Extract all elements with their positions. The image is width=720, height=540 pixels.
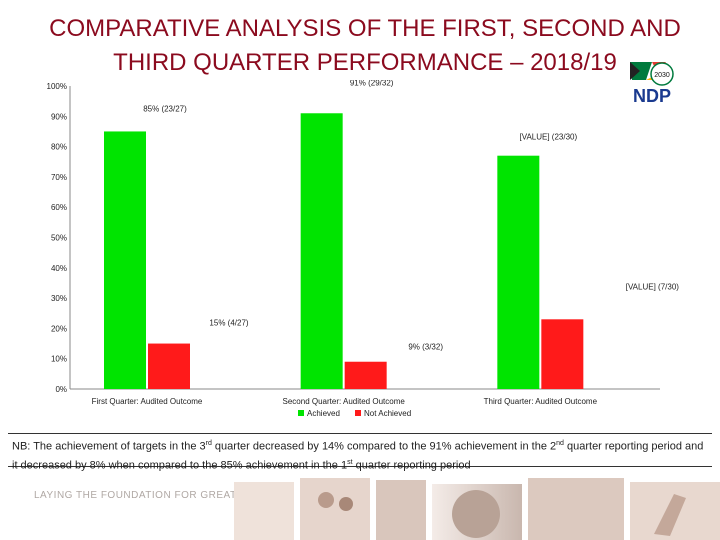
logo-year: 2030	[654, 72, 670, 79]
y-tick-label: 90%	[51, 112, 67, 121]
y-tick-label: 40%	[51, 264, 67, 273]
legend-label: Not Achieved	[364, 409, 411, 418]
bar-chart: 0% 10% 20% 30% 40% 50% 60% 70% 80% 90% 100% 85% (23…	[47, 80, 680, 418]
bar	[300, 113, 343, 389]
legend-swatch	[355, 410, 361, 416]
data-label: 91% (29/32)	[350, 80, 394, 87]
y-tick-label: 30%	[51, 294, 67, 303]
y-tick-label: 100%	[47, 82, 67, 91]
data-label: 85% (23/27)	[143, 104, 187, 113]
x-tick-label: First Quarter: Audited Outcome	[92, 397, 203, 406]
data-label: 9% (3/32)	[408, 343, 443, 352]
y-tick-label: 50%	[51, 234, 67, 243]
footer-slogan: LAYING THE FOUNDATION FOR GREATNESS	[34, 490, 266, 501]
ndp-logo: 2030 NDP	[630, 62, 674, 106]
legend-label: Achieved	[307, 409, 340, 418]
data-label: [VALUE] (23/30)	[520, 133, 578, 142]
y-tick-label: 10%	[51, 355, 67, 364]
y-tick-label: 20%	[51, 324, 67, 333]
footnote: NB: The achievement of targets in the 3r…	[8, 433, 712, 471]
bar	[497, 155, 540, 389]
bar	[344, 361, 387, 389]
x-tick-label: Second Quarter: Audited Outcome	[283, 397, 406, 406]
logo-label: NDP	[633, 86, 671, 106]
legend-swatch	[298, 410, 304, 416]
footer-photo-strip	[234, 474, 720, 540]
data-label: [VALUE] (7/30)	[626, 282, 680, 291]
bar	[148, 343, 190, 389]
bar	[104, 131, 146, 389]
bar	[541, 319, 584, 389]
y-tick-label: 80%	[51, 143, 67, 152]
data-label: 15% (4/27)	[209, 319, 248, 328]
y-tick-label: 60%	[51, 203, 67, 212]
page-title: COMPARATIVE ANALYSIS OF THE FIRST, SECON…	[49, 15, 681, 76]
y-tick-label: 0%	[55, 385, 67, 394]
x-tick-label: Third Quarter: Audited Outcome	[484, 397, 598, 406]
y-tick-label: 70%	[51, 173, 67, 182]
